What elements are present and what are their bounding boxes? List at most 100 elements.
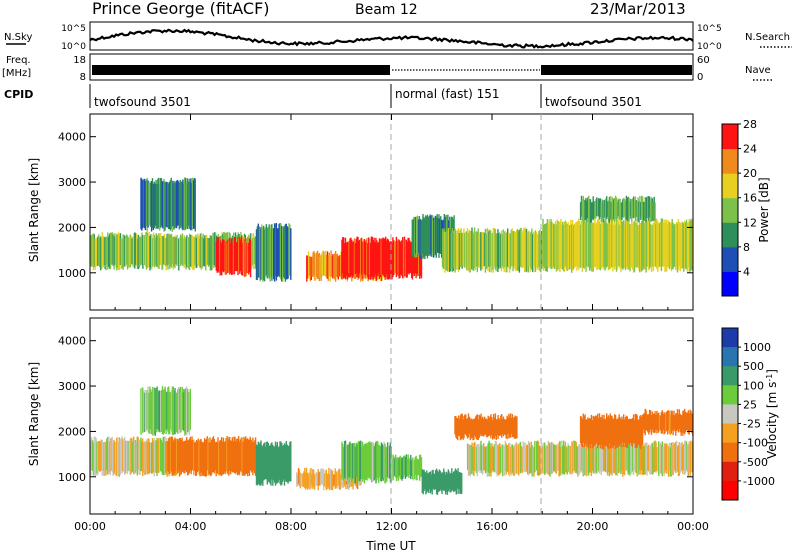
heatmap-cell-2 <box>248 242 250 275</box>
heatmap-cell-6 <box>414 217 416 258</box>
heatmap-cell-5 <box>352 443 354 479</box>
heatmap-cell-0 <box>108 236 110 267</box>
heatmap-cell-7 <box>470 230 472 271</box>
heatmap-cell-5 <box>351 443 353 483</box>
heatmap-cell-6 <box>435 216 437 258</box>
heatmap-cell-7 <box>463 228 465 268</box>
heatmap-cell-10 <box>593 416 595 447</box>
heatmap-cell-6 <box>424 215 427 256</box>
heatmap-cell-4 <box>320 468 322 485</box>
heatmap-cell-2 <box>229 440 232 475</box>
noise-right-bottom-tick: 10^0 <box>697 42 722 52</box>
heatmap-cell-6 <box>418 216 421 256</box>
heatmap-cell-9 <box>607 200 610 222</box>
heatmap-cell-4 <box>303 471 305 487</box>
heatmap-cell-2 <box>209 437 211 476</box>
heatmap-cell-0 <box>164 237 166 266</box>
heatmap-cell-10 <box>594 416 596 446</box>
heatmap-cell-4 <box>307 256 309 279</box>
heatmap-cell-7 <box>466 228 469 271</box>
heatmap-cell-0 <box>90 235 92 266</box>
heatmap-cell-8 <box>677 219 680 270</box>
heatmap-cell-4 <box>342 474 344 488</box>
heatmap-cell-8 <box>488 418 490 436</box>
heatmap-cell-5 <box>361 441 364 482</box>
heatmap-cell-1 <box>164 181 166 231</box>
heatmap-cell-0 <box>175 237 177 265</box>
heatmap-cell-0 <box>119 439 121 475</box>
heatmap-cell-6 <box>429 214 431 255</box>
heatmap-cell-6 <box>393 456 395 477</box>
heatmap-cell-8 <box>561 224 563 269</box>
heatmap-cell-8 <box>483 416 486 435</box>
heatmap-cell-9 <box>560 447 562 474</box>
heatmap-cell-7 <box>516 229 519 271</box>
heatmap-cell-2 <box>195 440 198 476</box>
heatmap-cell-8 <box>659 221 662 267</box>
heatmap-cell-9 <box>555 445 558 474</box>
heatmap-cell-0 <box>139 236 141 266</box>
heatmap-cell-9 <box>491 443 493 473</box>
heatmap-cell-7 <box>454 228 456 273</box>
heatmap-cell-0 <box>91 233 94 266</box>
heatmap-cell-5 <box>359 239 361 274</box>
heatmap-cell-7 <box>430 474 432 492</box>
heatmap-cell-2 <box>234 237 236 271</box>
heatmap-cell-0 <box>101 439 103 476</box>
heatmap-cell-8 <box>460 413 462 440</box>
heatmap-cell-2 <box>221 441 224 475</box>
heatmap-cell-6 <box>416 215 419 254</box>
heatmap-cell-9 <box>633 201 636 217</box>
heatmap-cell-8 <box>609 223 611 269</box>
heatmap-cell-0 <box>123 235 125 268</box>
heatmap-cell-8 <box>574 223 576 268</box>
heatmap-cell-9 <box>593 201 595 219</box>
heatmap-cell-8 <box>548 219 550 268</box>
heatmap-cell-5 <box>352 444 355 479</box>
heatmap-cell-2 <box>192 440 194 471</box>
heatmap-cell-1 <box>140 388 142 435</box>
heatmap-cell-0 <box>157 440 159 473</box>
heatmap-cell-9 <box>639 445 641 471</box>
heatmap-cell-1 <box>167 183 170 230</box>
heatmap-cell-3 <box>269 445 271 484</box>
velocity-ylabel: Slant Range [km] <box>27 362 41 466</box>
heatmap-cell-9 <box>509 442 511 477</box>
heatmap-cell-7 <box>465 231 467 266</box>
heatmap-cell-7 <box>453 230 455 268</box>
heatmap-cell-8 <box>673 225 675 267</box>
heatmap-cell-5 <box>363 444 366 484</box>
heatmap-cell-10 <box>597 418 600 446</box>
heatmap-cell-5 <box>410 241 412 273</box>
heatmap-cell-9 <box>635 200 637 218</box>
heatmap-cell-0 <box>156 235 158 268</box>
heatmap-cell-11 <box>645 410 647 430</box>
heatmap-cell-8 <box>487 415 489 437</box>
heatmap-cell-5 <box>361 447 363 478</box>
heatmap-cell-0 <box>123 442 125 473</box>
heatmap-cell-9 <box>625 442 628 471</box>
heatmap-cell-7 <box>472 231 474 271</box>
heatmap-cell-5 <box>341 239 343 280</box>
heatmap-cell-9 <box>623 198 626 217</box>
heatmap-cell-0 <box>93 436 95 474</box>
heatmap-cell-8 <box>576 221 578 271</box>
heatmap-cell-6 <box>401 457 403 481</box>
heatmap-cell-8 <box>544 223 547 271</box>
heatmap-cell-9 <box>649 201 652 222</box>
heatmap-cell-2 <box>224 441 226 475</box>
heatmap-cell-9 <box>676 446 679 472</box>
heatmap-cell-9 <box>589 440 592 473</box>
heatmap-cell-7 <box>496 233 498 267</box>
heatmap-cell-9 <box>572 440 575 472</box>
heatmap-cell-7 <box>452 471 455 492</box>
heatmap-cell-6 <box>437 218 439 253</box>
heatmap-cell-7 <box>445 232 447 271</box>
heatmap-cell-1 <box>182 179 184 231</box>
heatmap-cell-5 <box>390 446 392 483</box>
heatmap-cell-9 <box>689 441 691 476</box>
heatmap-cell-7 <box>539 229 541 272</box>
heatmap-cell-7 <box>499 232 501 267</box>
heatmap-cell-9 <box>649 196 651 218</box>
